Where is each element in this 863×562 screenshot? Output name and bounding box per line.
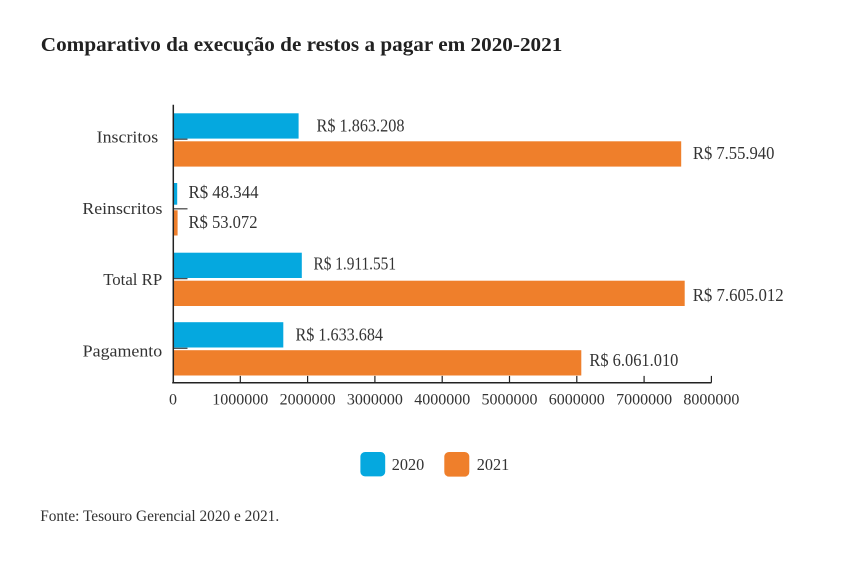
svg-text:Inscritos: Inscritos [97,128,159,147]
svg-text:R$ 53.072: R$ 53.072 [189,212,258,232]
svg-text:R$ 7.55.940: R$ 7.55.940 [693,143,775,163]
svg-text:Total RP: Total RP [103,270,162,289]
svg-text:2020: 2020 [392,455,425,474]
svg-text:Comparativo da execução de res: Comparativo da execução de restos a paga… [41,34,563,56]
svg-text:5000000: 5000000 [482,392,538,409]
svg-text:Pagamento: Pagamento [83,342,163,361]
svg-text:7000000: 7000000 [616,392,672,409]
svg-text:Fonte: Tesouro Gerencial 2020: Fonte: Tesouro Gerencial 2020 e 2021. [40,508,279,525]
svg-text:2000000: 2000000 [280,392,336,409]
svg-text:4000000: 4000000 [414,392,470,409]
svg-text:R$ 1.911.551: R$ 1.911.551 [314,254,397,274]
svg-text:1000000: 1000000 [212,392,268,409]
svg-text:3000000: 3000000 [347,392,403,409]
svg-text:Reinscritos: Reinscritos [82,199,162,218]
svg-text:2021: 2021 [477,455,510,474]
svg-text:8000000: 8000000 [683,392,739,409]
svg-text:R$ 1.863.208: R$ 1.863.208 [317,115,405,135]
svg-text:6000000: 6000000 [549,392,605,409]
svg-text:0: 0 [169,392,177,409]
svg-text:R$ 1.633.684: R$ 1.633.684 [296,325,384,345]
svg-text:R$ 7.605.012: R$ 7.605.012 [693,285,784,305]
svg-text:R$ 6.061.010: R$ 6.061.010 [589,350,678,370]
svg-text:R$ 48.344: R$ 48.344 [189,182,259,202]
